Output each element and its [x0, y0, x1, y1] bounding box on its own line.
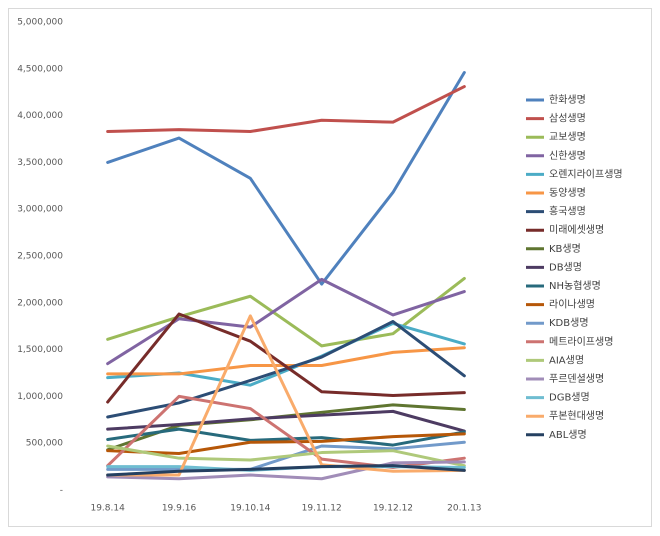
- y-tick-label: 4,500,000: [17, 64, 63, 74]
- legend-label: KB생명: [549, 243, 581, 255]
- x-tick-label: 19.9.16: [162, 504, 197, 514]
- series-line: [106, 427, 466, 447]
- y-tick-label: 500,000: [26, 439, 63, 449]
- legend-label: AIA생명: [549, 354, 584, 366]
- x-tick-label: 19.8.14: [90, 504, 125, 514]
- series-line: [106, 460, 466, 481]
- y-tick-label: 5,000,000: [17, 18, 63, 28]
- y-tick-label: 3,500,000: [17, 158, 63, 168]
- legend-label: 라이나생명: [549, 299, 595, 311]
- legend-label: DB생명: [549, 261, 582, 273]
- series-line: [106, 71, 466, 286]
- legend-label: KDB생명: [549, 317, 589, 329]
- legend-label: 교보생명: [549, 131, 586, 143]
- legend-label: NH농협생명: [549, 279, 601, 292]
- series-line: [106, 320, 466, 419]
- legend-label: ABL생명: [549, 429, 587, 441]
- legend-label: 동양생명: [549, 187, 586, 199]
- legend-label: 미래에셋생명: [549, 224, 604, 236]
- legend-label: 한화생명: [549, 94, 586, 106]
- x-tick-label: 19.10.14: [230, 504, 270, 514]
- y-tick-label: 1,500,000: [17, 345, 63, 355]
- y-tick-label: 2,000,000: [17, 298, 63, 308]
- x-tick-label: 20.1.13: [447, 504, 481, 514]
- series-line: [106, 432, 466, 455]
- legend-label: 삼성생명: [549, 113, 586, 125]
- x-tick-label: 19.11.12: [302, 504, 342, 514]
- legend-label: 신한생명: [549, 150, 586, 162]
- series-line: [106, 464, 466, 477]
- legend-label: 흥국생명: [549, 205, 586, 218]
- y-tick-label: -: [60, 486, 63, 496]
- legend-label: 메트라이프생명: [549, 336, 613, 348]
- series-line: [106, 314, 466, 477]
- legend-label: 오렌지라이프생명: [549, 168, 623, 180]
- y-tick-label: 2,500,000: [17, 252, 63, 262]
- series-line: [106, 85, 466, 134]
- series-line: [106, 444, 466, 468]
- y-tick-label: 4,000,000: [17, 111, 63, 121]
- legend-label: 푸본현대생명: [549, 410, 604, 422]
- legend-label: DGB생명: [549, 392, 590, 404]
- series-line: [106, 277, 466, 366]
- y-tick-label: 1,000,000: [17, 392, 63, 402]
- series-line: [106, 276, 466, 348]
- x-tick-label: 19.12.12: [373, 504, 413, 514]
- series-line: [106, 409, 466, 433]
- legend-label: 푸르덴셜생명: [549, 373, 604, 385]
- y-tick-label: 3,000,000: [17, 205, 63, 215]
- series-line: [106, 312, 466, 404]
